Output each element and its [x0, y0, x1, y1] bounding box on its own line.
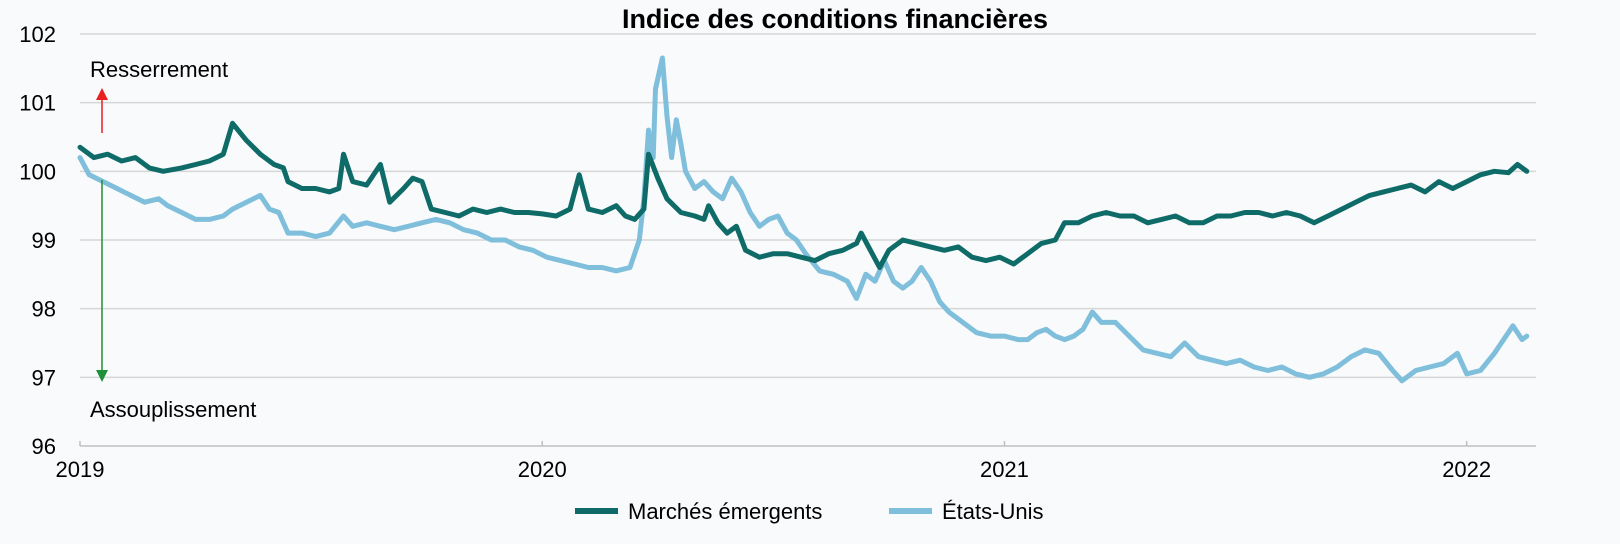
legend-item-emerging: Marchés émergents [575, 499, 822, 524]
series-line-united-states [77, 55, 1530, 384]
easing-label: Assouplissement [90, 397, 256, 422]
x-tick-label: 2019 [56, 457, 105, 482]
y-tick-label: 96 [32, 434, 56, 459]
y-tick-label: 102 [19, 22, 56, 47]
y-tick-label: 100 [19, 159, 56, 184]
chart-title: Indice des conditions financières [622, 4, 1048, 34]
legend-item-us: États-Unis [889, 499, 1043, 524]
y-axis: 96 97 98 99 100 101 102 [19, 22, 56, 459]
y-tick-label: 97 [32, 365, 56, 390]
tightening-arrow-icon [96, 88, 108, 100]
y-tick-label: 98 [32, 297, 56, 322]
series-layer [77, 55, 1530, 384]
x-tick-label: 2021 [980, 457, 1029, 482]
easing-arrow-icon [96, 370, 108, 382]
annotations: Resserrement Assouplissement [90, 57, 256, 422]
legend: Marchés émergents États-Unis [575, 499, 1043, 524]
y-tick-label: 99 [32, 228, 56, 253]
x-tick-label: 2022 [1442, 457, 1491, 482]
legend-label-emerging: Marchés émergents [628, 499, 822, 524]
legend-label-us: États-Unis [942, 499, 1043, 524]
y-tick-label: 101 [19, 91, 56, 116]
series-line-emerging-markets [77, 120, 1530, 270]
x-axis: 2019 2020 2021 2022 [56, 441, 1491, 482]
x-tick-label: 2020 [518, 457, 567, 482]
tightening-label: Resserrement [90, 57, 228, 82]
grid-layer [80, 33, 1536, 447]
